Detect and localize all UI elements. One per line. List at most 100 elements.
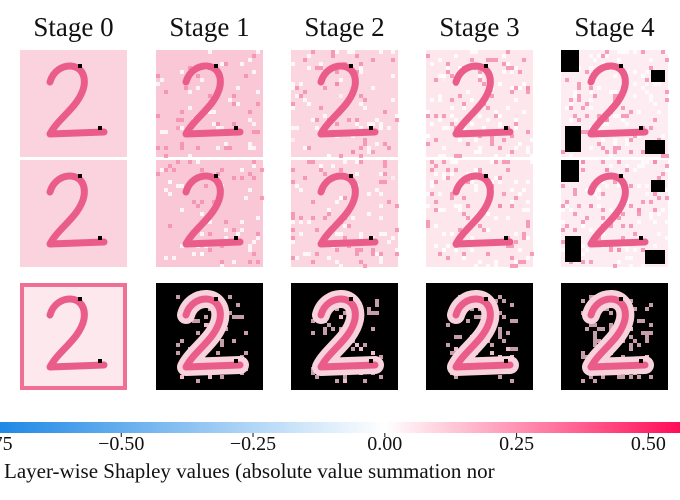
pixel — [256, 90, 260, 94]
pixel — [581, 130, 585, 134]
pixel — [311, 118, 315, 122]
pixel — [299, 82, 303, 86]
pixel — [299, 216, 303, 220]
pixel — [470, 236, 474, 240]
pixel — [641, 256, 645, 260]
pixel — [597, 196, 601, 200]
pixel — [156, 82, 160, 86]
pixel — [224, 228, 228, 232]
pixel — [474, 50, 478, 54]
pixel — [633, 168, 637, 172]
pixel — [339, 196, 343, 200]
pixel — [518, 70, 522, 74]
pixel — [613, 114, 617, 118]
pixel — [466, 180, 470, 184]
pixel — [208, 375, 212, 379]
pixel — [565, 200, 569, 204]
pixel — [291, 86, 295, 90]
pixel — [240, 220, 244, 224]
pixel — [256, 50, 260, 54]
pixel — [200, 168, 204, 172]
pixel — [252, 146, 256, 150]
pixel — [196, 86, 200, 90]
pixel — [430, 62, 434, 66]
digit-stroke — [182, 172, 244, 248]
pixel — [649, 98, 653, 102]
pixel — [339, 315, 343, 319]
pixel — [514, 180, 518, 184]
pixel — [339, 154, 343, 158]
pixel — [291, 236, 295, 240]
pixel — [232, 102, 236, 106]
pixel — [506, 106, 510, 110]
dot — [639, 359, 643, 363]
pixel — [379, 204, 383, 208]
pixel — [629, 150, 633, 154]
digit-map — [291, 160, 399, 268]
pixel — [514, 196, 518, 200]
pixel — [442, 126, 446, 130]
pixel — [498, 295, 502, 299]
pixel — [371, 150, 375, 154]
pixel — [383, 142, 387, 146]
pixel — [478, 146, 482, 150]
pixel — [319, 164, 323, 168]
pixel — [379, 256, 383, 260]
pixel — [486, 212, 490, 216]
pixel — [446, 256, 450, 260]
pixel — [510, 256, 514, 260]
pixel — [359, 160, 363, 164]
pixel — [589, 98, 593, 102]
pixel — [379, 252, 383, 256]
pixel — [601, 192, 605, 196]
pixel — [236, 232, 240, 236]
pixel — [232, 94, 236, 98]
pixel — [387, 146, 391, 150]
pixel — [367, 150, 371, 154]
pixel — [295, 86, 299, 90]
pixel — [208, 220, 212, 224]
pixel — [581, 160, 585, 164]
pixel — [629, 110, 633, 114]
pixel — [585, 114, 589, 118]
pixel — [601, 122, 605, 126]
pixel — [470, 122, 474, 126]
pixel — [494, 154, 498, 158]
pixel — [526, 200, 530, 204]
colorbar-tick-label: −0.50 — [98, 433, 144, 455]
pixel — [601, 327, 605, 331]
pixel — [220, 62, 224, 66]
pixel — [367, 192, 371, 196]
pixel — [637, 164, 641, 168]
pixel — [371, 311, 375, 315]
pixel — [248, 172, 252, 176]
pixel — [653, 244, 657, 248]
pixel — [327, 154, 331, 158]
pixel — [228, 146, 232, 150]
pixel — [224, 236, 228, 240]
pixel — [454, 118, 458, 122]
pixel — [462, 106, 466, 110]
pixel — [180, 375, 184, 379]
pixel — [355, 248, 359, 252]
pixel — [490, 58, 494, 62]
pixel — [232, 228, 236, 232]
pixel — [581, 168, 585, 172]
pixel — [375, 252, 379, 256]
pixel — [339, 94, 343, 98]
pixel — [466, 142, 470, 146]
pixel — [573, 94, 577, 98]
pixel — [653, 220, 657, 224]
pixel — [252, 176, 256, 180]
pixel — [256, 130, 260, 134]
pixel — [371, 86, 375, 90]
pixel — [379, 260, 383, 264]
pixel — [343, 379, 347, 383]
pixel — [605, 307, 609, 311]
pixel — [466, 319, 470, 323]
pixel — [494, 216, 498, 220]
pixel — [450, 114, 454, 118]
pixel — [569, 98, 573, 102]
pixel — [649, 331, 653, 335]
pixel — [446, 343, 450, 347]
